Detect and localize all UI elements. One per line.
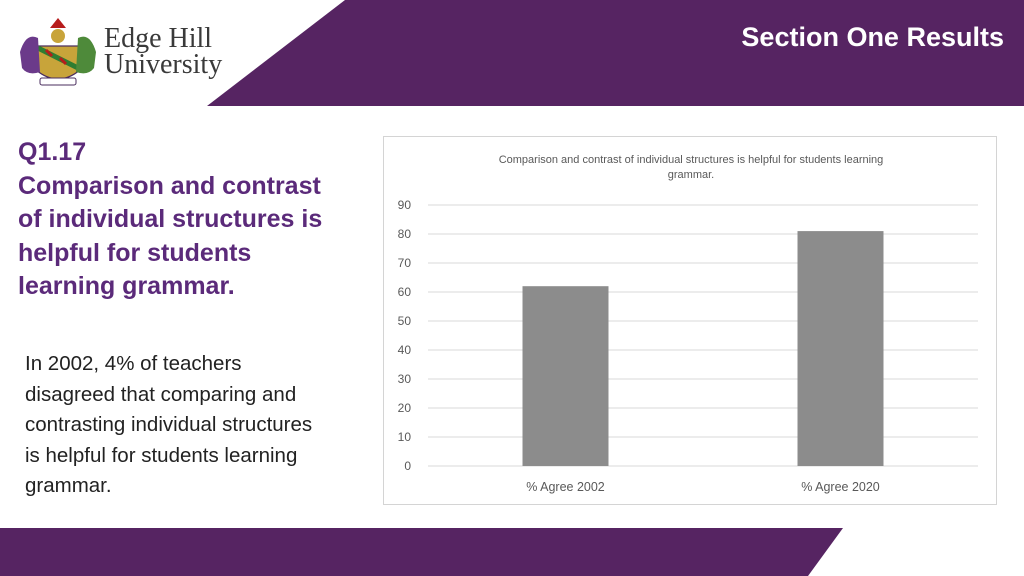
question-line: Comparison and contrast — [18, 171, 321, 200]
bar — [522, 286, 609, 466]
section-title: Section One Results — [741, 22, 1004, 52]
y-tick-label: 50 — [398, 314, 412, 328]
y-tick-label: 20 — [398, 401, 412, 415]
finding-line: grammar. — [25, 474, 112, 498]
y-tick-label: 60 — [398, 285, 412, 299]
chart-title: grammar. — [668, 169, 714, 181]
finding-line: In 2002, 4% of teachers — [25, 352, 242, 375]
logo-wordmark: Edge Hill University — [104, 23, 223, 80]
finding-line: is helpful for students learning — [25, 443, 298, 467]
y-tick-label: 30 — [398, 372, 412, 386]
footer-band — [0, 528, 843, 576]
crest-icon — [20, 18, 96, 86]
y-tick-label: 70 — [398, 256, 412, 270]
finding-text: In 2002, 4% of teachers disagreed that c… — [25, 349, 370, 502]
question-line: helpful for students — [18, 238, 252, 267]
finding-line: disagreed that comparing and — [25, 382, 297, 406]
question-line: of individual structures is — [18, 205, 323, 233]
question-number: Q1.17 — [18, 138, 87, 166]
logo-line-2: University — [104, 49, 223, 80]
university-logo[interactable]: Edge Hill University — [16, 12, 226, 96]
chart-title: Comparison and contrast of individual st… — [499, 154, 884, 166]
header-band — [207, 0, 1024, 106]
question-heading: Q1.17 Comparison and contrast of individ… — [18, 136, 363, 304]
x-tick-label: % Agree 2002 — [526, 480, 605, 494]
x-tick-label: % Agree 2020 — [801, 480, 880, 494]
y-tick-label: 80 — [398, 227, 412, 241]
chart-frame: Comparison and contrast of individual st… — [383, 136, 997, 505]
bar-chart: Comparison and contrast of individual st… — [398, 154, 978, 494]
y-tick-label: 0 — [404, 459, 411, 473]
bar — [797, 231, 884, 466]
question-line: learning grammar. — [18, 272, 235, 300]
logo-line-1: Edge Hill — [104, 23, 213, 54]
y-tick-label: 90 — [398, 198, 412, 212]
finding-line: contrasting individual structures — [25, 413, 313, 437]
y-tick-label: 40 — [398, 343, 412, 357]
y-tick-label: 10 — [398, 430, 412, 444]
